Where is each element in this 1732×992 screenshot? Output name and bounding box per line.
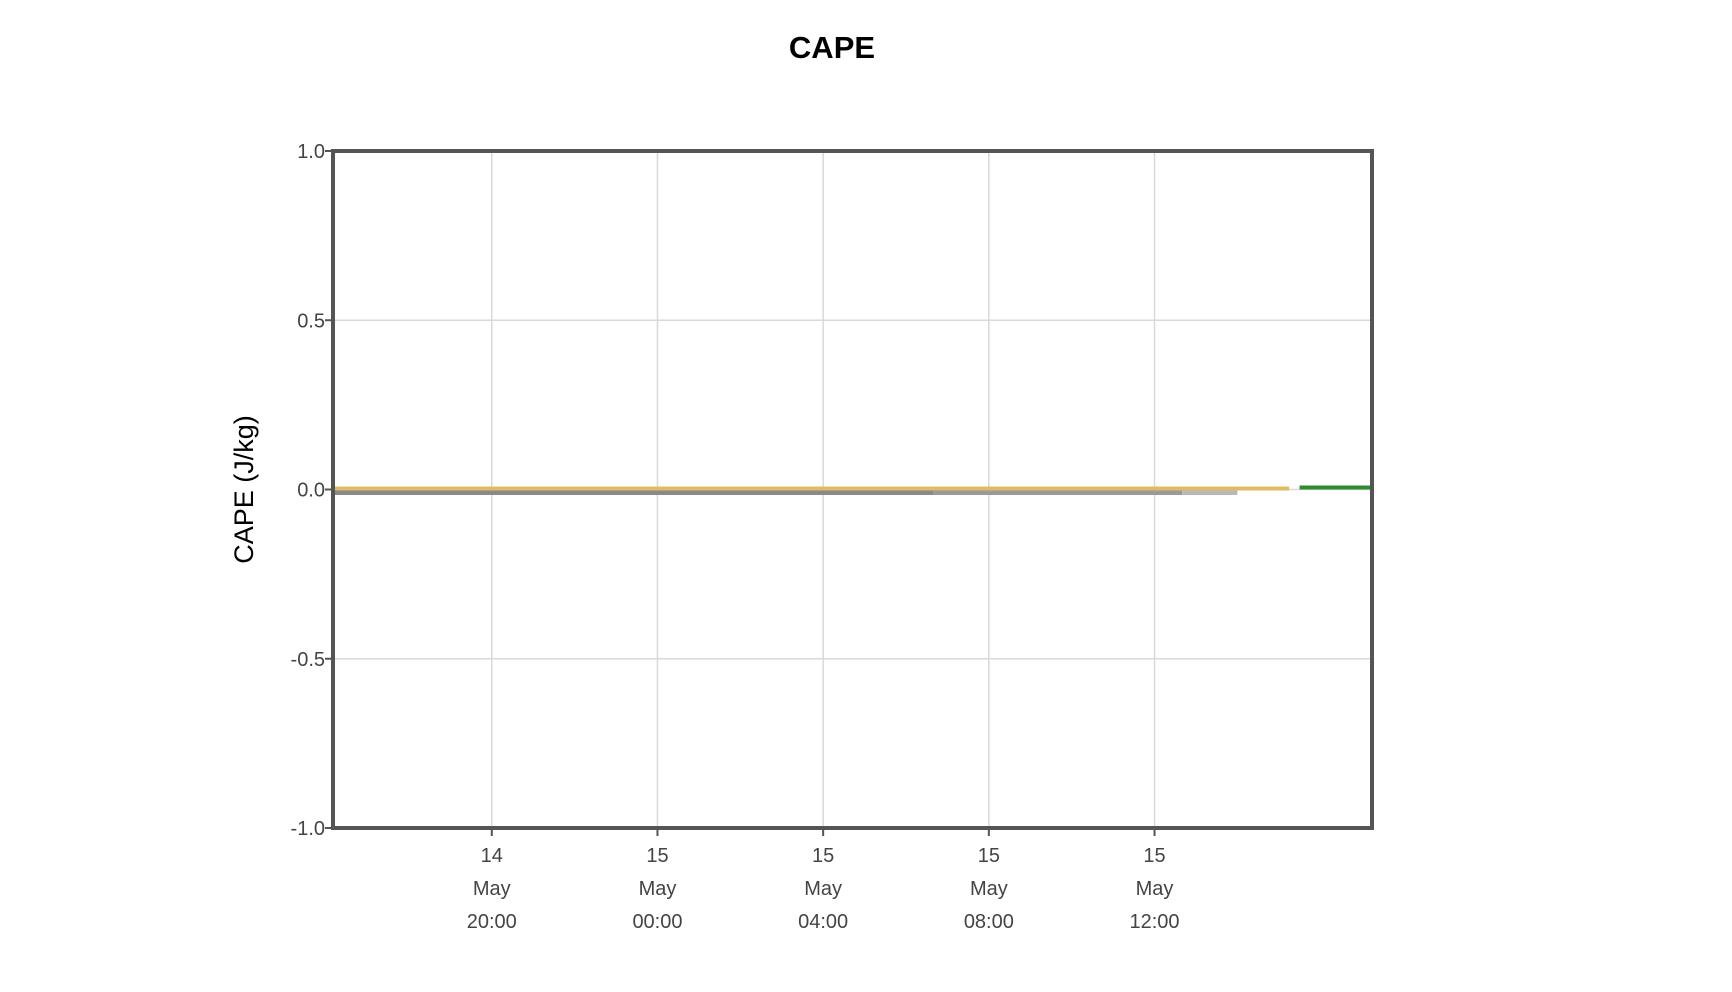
- x-tick-label: 20:00: [467, 911, 517, 933]
- x-tick-label: May: [639, 878, 677, 900]
- x-tick-label: 15: [1143, 845, 1165, 867]
- x-tick-label: 00:00: [632, 911, 682, 933]
- y-tick-label: -0.5: [291, 649, 325, 671]
- x-tick-label: May: [473, 878, 511, 900]
- x-tick-label: May: [970, 878, 1008, 900]
- y-axis-label: CAPE (J/kg): [229, 415, 259, 564]
- x-tick-label: May: [804, 878, 842, 900]
- y-tick-label: 1.0: [297, 141, 325, 163]
- x-tick-label: 12:00: [1130, 911, 1180, 933]
- x-tick-label: May: [1136, 878, 1174, 900]
- y-tick-label: -1.0: [291, 818, 325, 840]
- x-tick-label: 08:00: [964, 911, 1014, 933]
- y-tick-label: 0.0: [297, 480, 325, 502]
- y-tick-label: 0.5: [297, 310, 325, 332]
- x-tick-label: 15: [646, 845, 668, 867]
- chart-title: CAPE: [788, 30, 876, 65]
- x-tick-label: 15: [978, 845, 1000, 867]
- x-tick-label: 04:00: [798, 911, 848, 933]
- x-tick-label: 15: [812, 845, 834, 867]
- x-tick-label: 14: [481, 845, 503, 867]
